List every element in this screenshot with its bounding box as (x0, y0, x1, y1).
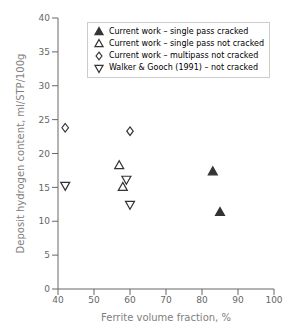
svg-text:25: 25 (39, 115, 50, 125)
svg-text:20: 20 (39, 149, 51, 159)
html-text:Walker & Gooch (1991) – not cr: Walker & Gooch (1991) – not cracked (108, 63, 258, 72)
svg-text:Ferrite volume fraction, %: Ferrite volume fraction, % (101, 312, 231, 323)
svg-text:35: 35 (39, 47, 50, 57)
svg-text:5: 5 (44, 250, 50, 260)
svg-text:10: 10 (39, 216, 51, 226)
svg-text:50: 50 (88, 295, 100, 305)
html-text:Current work – multipass not c: Current work – multipass not cracked (108, 51, 259, 60)
svg-text:30: 30 (39, 81, 51, 91)
svg-text:90: 90 (232, 295, 244, 305)
svg-text:Deposit hydrogen content, ml/S: Deposit hydrogen content, ml/STP/100g (15, 54, 26, 254)
html-text:Current work – single pass not: Current work – single pass not cracked (108, 39, 264, 48)
svg-text:100: 100 (265, 295, 282, 305)
svg-text:80: 80 (196, 295, 208, 305)
svg-text:15: 15 (39, 183, 50, 193)
svg-text:60: 60 (124, 295, 136, 305)
svg-text:40: 40 (39, 13, 51, 23)
svg-text:40: 40 (52, 295, 64, 305)
svg-text:70: 70 (160, 295, 172, 305)
svg-text:0: 0 (44, 284, 50, 294)
html-text:Current work – single pass cra: Current work – single pass cracked (108, 27, 249, 36)
